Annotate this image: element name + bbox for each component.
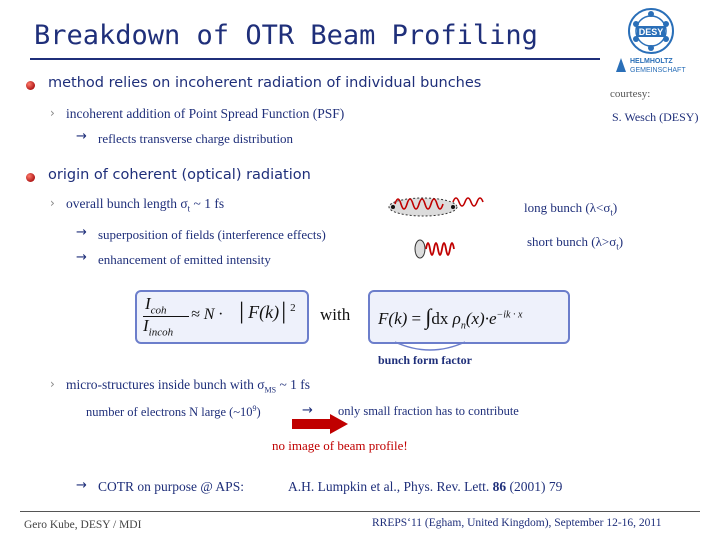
fraction-denominator: Iincoh [143, 316, 174, 339]
short-bunch-label: short bunch (λ>σt) [527, 234, 624, 252]
formula-relation: ≈ N · [191, 306, 223, 323]
slide-title: Breakdown of OTR Beam Profiling [34, 20, 538, 51]
electrons-text: number of electrons N large (~109) [86, 404, 261, 420]
footer-right: RREPS‘11 (Egham, United Kingdom), Septem… [372, 517, 662, 529]
long-bunch-label: long bunch (λ<σt) [524, 200, 618, 218]
sub-1-text: incoherent addition of Point Spread Func… [66, 106, 345, 121]
arrow-icon: → [302, 403, 313, 418]
sub-1-result: reflects transverse charge distribution [98, 131, 294, 146]
sub-bullet-icon: › [50, 106, 55, 120]
sub-bullet-icon: › [50, 377, 55, 391]
logo-org-line1: HELMHOLTZ [630, 58, 673, 65]
short-bunch-illustration [414, 239, 455, 259]
micro-structures-text: micro-structures inside bunch with σMS ~… [66, 377, 310, 395]
form-factor-pointer-icon [394, 341, 466, 351]
footer-divider [20, 511, 700, 512]
with-label: with [320, 305, 351, 324]
fraction-bar [143, 316, 189, 317]
reference-text: A.H. Lumpkin et al., Phys. Rev. Lett. 86… [288, 479, 563, 494]
form-factor-formula-box: F(k) = ∫dx ρn(x)·e−ik · x [368, 290, 570, 344]
formula-right-expr: F(k) = ∫dx ρn(x)·e−ik · x [378, 304, 523, 332]
svg-text:DESY: DESY [639, 27, 664, 37]
arrow-icon: → [76, 478, 87, 493]
bullet-2-text: origin of coherent (optical) radiation [48, 167, 311, 183]
block-arrow-icon [292, 414, 348, 434]
desy-emblem-icon: DESY [628, 8, 674, 54]
arrow-icon: → [76, 129, 87, 144]
cotr-text: COTR on purpose @ APS: [98, 479, 244, 494]
sub-bullet-icon: › [50, 196, 55, 210]
fraction-numerator: Icoh [145, 294, 167, 317]
intensity-formula-box: Icoh Iincoh ≈ N · │F(k)│2 [135, 290, 309, 344]
bullet-icon [26, 173, 35, 182]
arrow-icon: → [76, 250, 87, 265]
helmholtz-icon [616, 58, 626, 72]
long-bunch-illustration [388, 197, 484, 217]
desy-logo: DESY HELMHOLTZ GEMEINSCHAFT [614, 6, 694, 76]
small-fraction-text: only small fraction has to contribute [338, 404, 519, 418]
sub-2-text: overall bunch length σt ~ 1 fs [66, 196, 225, 214]
point-a-text: superposition of fields (interference ef… [98, 227, 326, 242]
formula-abs-ff: │F(k)│2 [237, 302, 296, 322]
logo-org-line2: GEMEINSCHAFT [630, 67, 686, 74]
bullet-icon [26, 81, 35, 90]
point-b-text: enhancement of emitted intensity [98, 252, 271, 267]
title-underline [30, 58, 600, 60]
bullet-1-text: method relies on incoherent radiation of… [48, 75, 482, 91]
arrow-icon: → [76, 225, 87, 240]
no-image-text: no image of beam profile! [272, 438, 408, 453]
footer-left: Gero Kube, DESY / MDI [24, 519, 142, 531]
courtesy-label: courtesy: [610, 88, 651, 100]
courtesy-name: S. Wesch (DESY) [612, 110, 699, 124]
form-factor-label: bunch form factor [378, 353, 472, 367]
